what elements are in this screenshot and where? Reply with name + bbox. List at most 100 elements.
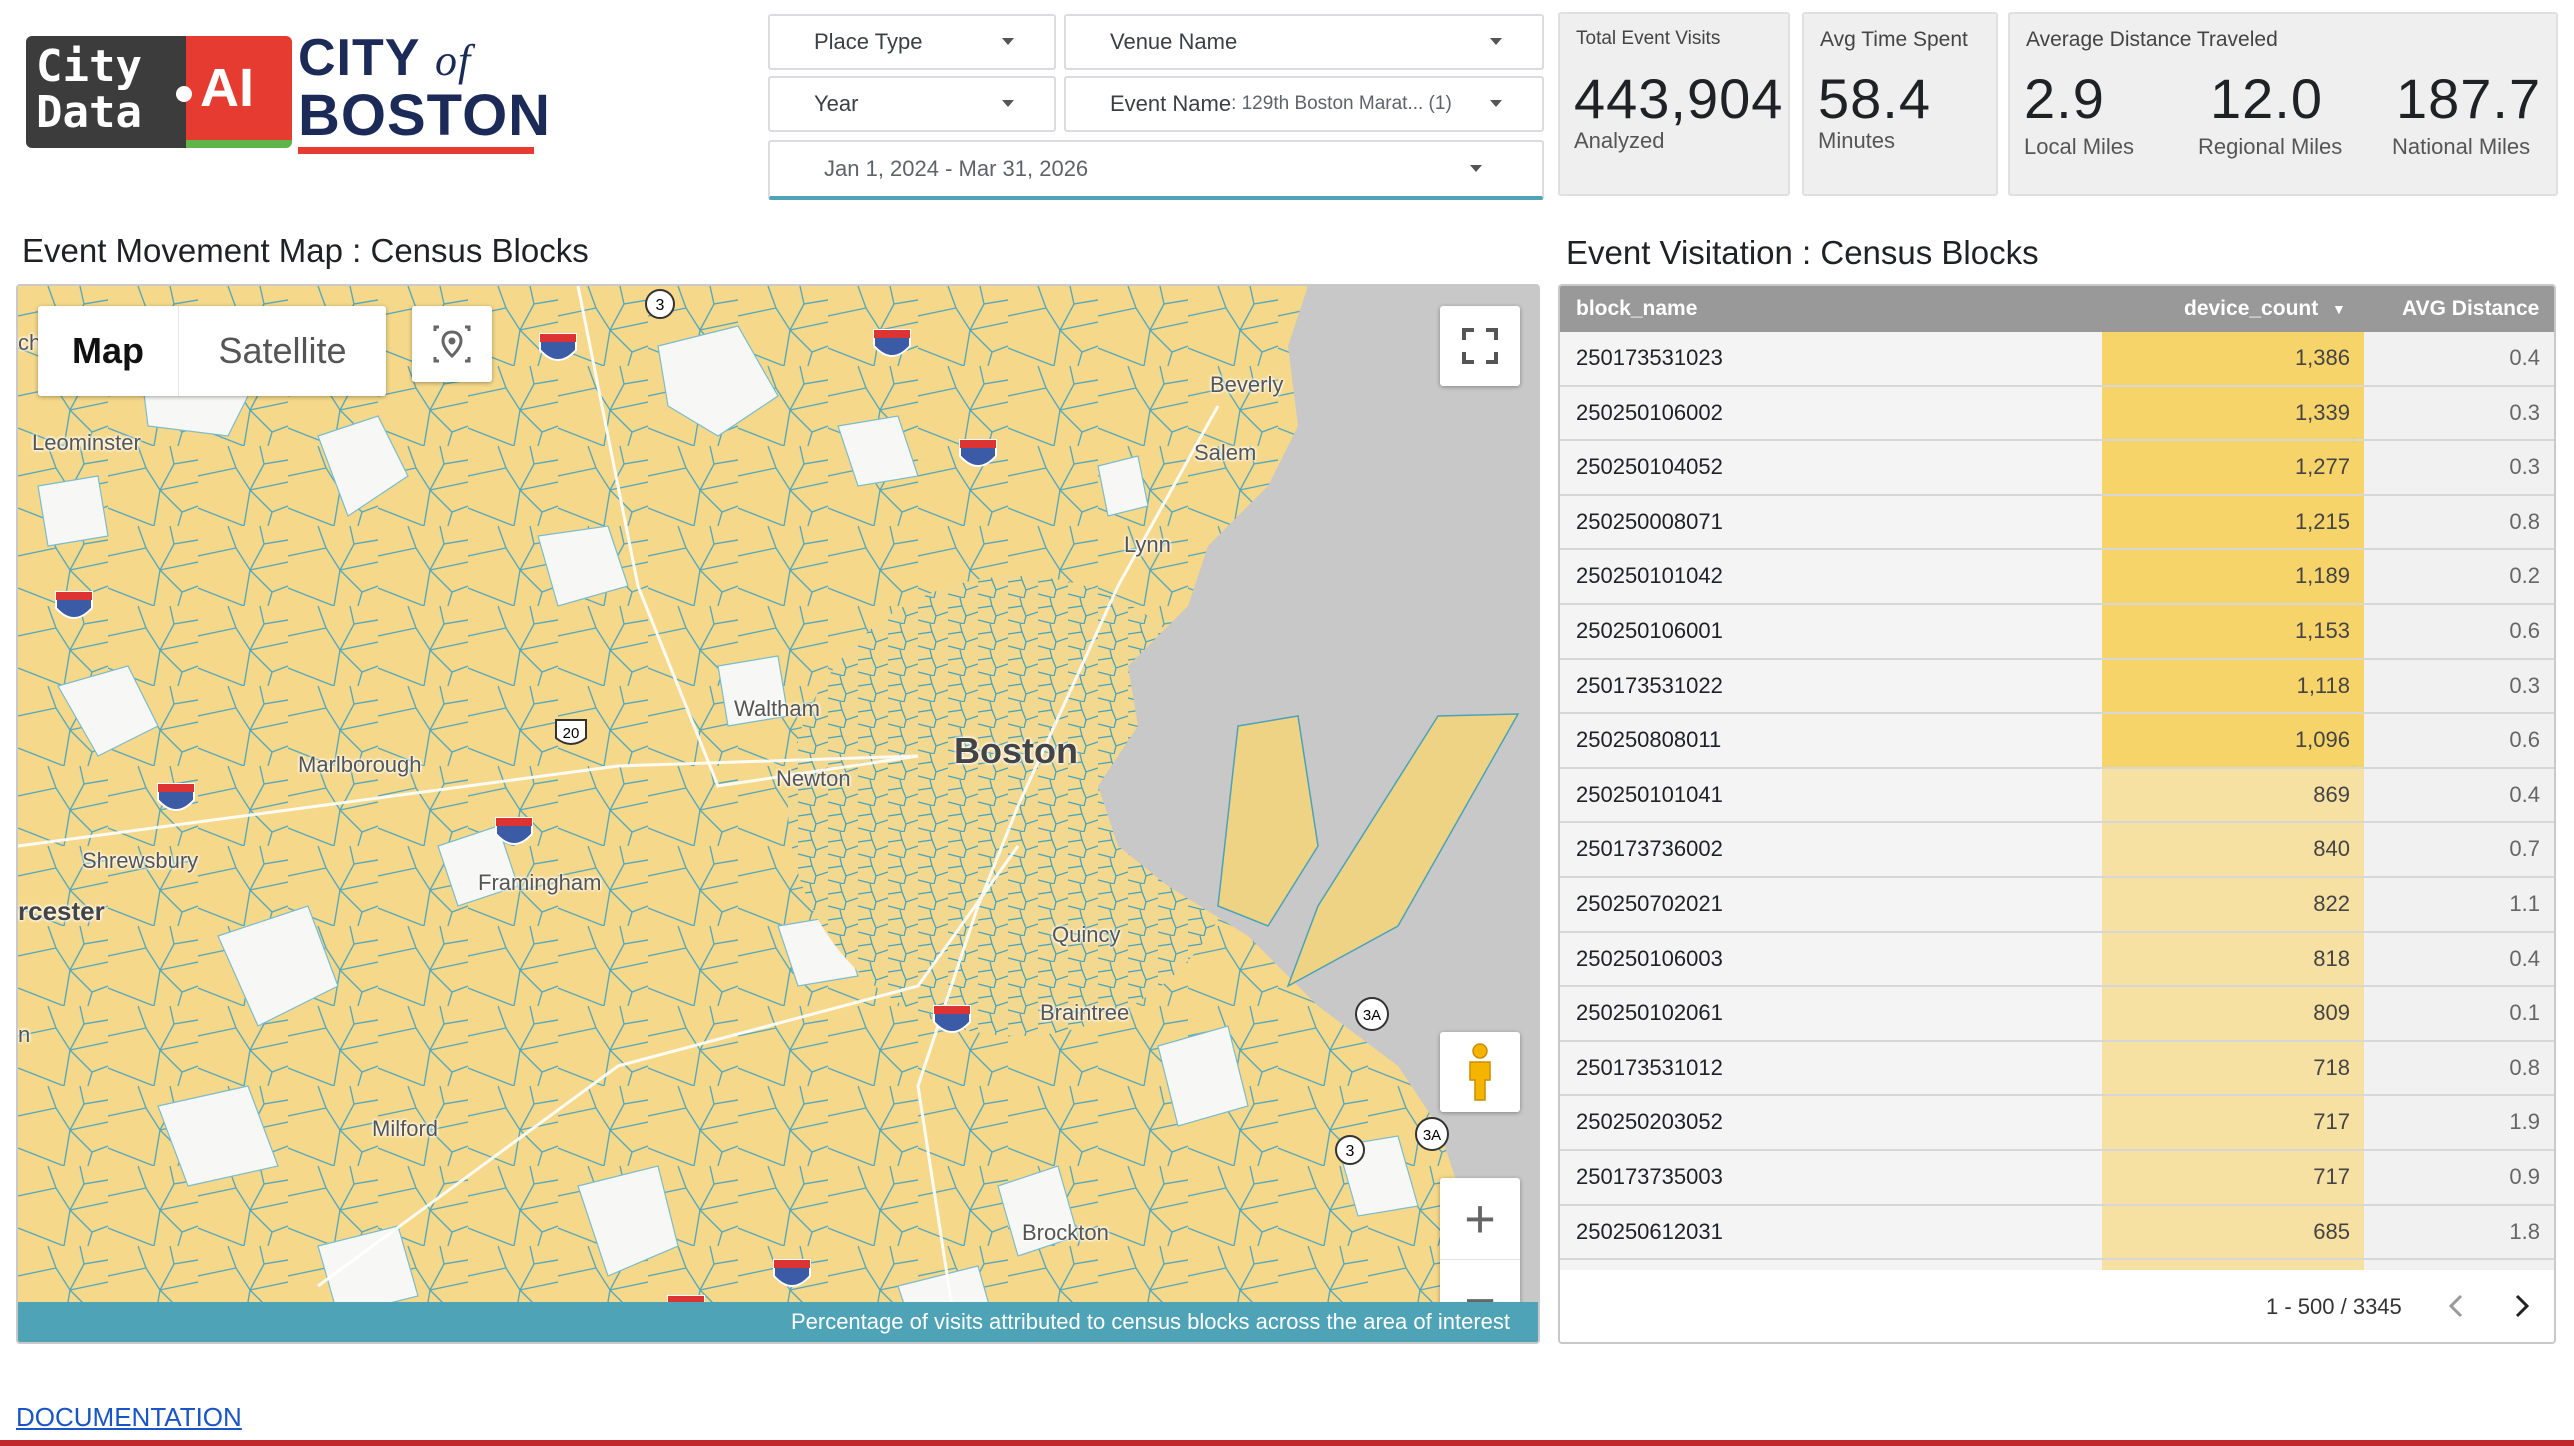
device-count-bar bbox=[2102, 441, 2364, 494]
interstate-shield-icon bbox=[55, 591, 93, 619]
local-miles-unit: Local Miles bbox=[2024, 134, 2135, 159]
cell-device-count: 1,118 bbox=[2296, 672, 2350, 698]
route-3a-shield: 3A bbox=[1415, 1117, 1449, 1151]
cell-device-count: 822 bbox=[2313, 890, 2350, 916]
device-count-bar bbox=[2102, 987, 2364, 1040]
zoom-in-button[interactable]: + bbox=[1440, 1178, 1520, 1260]
svg-text:3: 3 bbox=[656, 297, 665, 314]
cell-block-name: 250250203052 bbox=[1576, 1109, 1723, 1135]
map-label-leominster: Leominster bbox=[32, 430, 141, 455]
device-count-bar bbox=[2102, 332, 2364, 385]
table-row[interactable]: 250250008071 1,215 0.8 bbox=[1560, 495, 2554, 551]
cell-block-name: 250250106003 bbox=[1576, 945, 1723, 971]
table-row[interactable]: 250173531023 1,386 0.4 bbox=[1560, 332, 2554, 387]
interstate-shield-icon bbox=[959, 439, 997, 467]
device-count-bar bbox=[2102, 877, 2364, 931]
table-row[interactable]: 250173531012 718 0.8 bbox=[1560, 1041, 2554, 1097]
table-row[interactable]: 250250106003 818 0.4 bbox=[1560, 932, 2554, 988]
table-row[interactable]: 250250104052 1,277 0.3 bbox=[1560, 441, 2554, 496]
device-count-bar bbox=[2102, 495, 2364, 549]
map-type-map-button[interactable]: Map bbox=[72, 330, 144, 371]
cell-avg-distance: 1.1 bbox=[2364, 877, 2554, 931]
device-count-bar bbox=[2102, 1205, 2364, 1259]
table-row[interactable]: 250250808011 1,096 0.6 bbox=[1560, 714, 2554, 769]
table-row[interactable]: 250250106002 1,339 0.3 bbox=[1560, 386, 2554, 442]
card-unit: Minutes bbox=[1818, 128, 1896, 153]
card-unit: Analyzed bbox=[1574, 128, 1665, 153]
table-row[interactable]: 250173736002 840 0.7 bbox=[1560, 823, 2554, 878]
table-body: 250173531023 1,386 0.4 250250106002 1,339 0.3… bbox=[1560, 332, 2554, 1270]
fullscreen-button[interactable] bbox=[1440, 306, 1520, 386]
map-label-quincy: Quincy bbox=[1052, 922, 1121, 947]
table-row[interactable]: 250250102061 809 0.1 bbox=[1560, 987, 2554, 1042]
chevron-down-icon bbox=[1470, 165, 1482, 172]
map-label-shrewsbury: Shrewsbury bbox=[82, 848, 199, 873]
table-row[interactable]: 250250101042 1,189 0.2 bbox=[1560, 550, 2554, 605]
cell-avg-distance: 0.4 bbox=[2364, 332, 2554, 385]
locate-button[interactable] bbox=[412, 306, 492, 382]
cell-device-count: 818 bbox=[2313, 945, 2350, 971]
chevron-down-icon bbox=[1490, 38, 1502, 45]
cell-avg-distance: 0.6 bbox=[2364, 714, 2554, 767]
table-row[interactable]: 250250702021 822 1.1 bbox=[1560, 877, 2554, 933]
date-range-value: Jan 1, 2024 - Mar 31, 2026 bbox=[824, 156, 1089, 181]
cell-device-count: 1,339 bbox=[2294, 399, 2350, 425]
avg-time-spent-card: Avg Time Spent 58.4 Minutes bbox=[1802, 12, 1998, 196]
cell-avg-distance: 0.4 bbox=[2364, 768, 2554, 822]
city-of-boston-logo: CITY of BOSTON bbox=[298, 30, 550, 154]
cell-block-name: 250173735003 bbox=[1576, 1163, 1723, 1189]
svg-text:20: 20 bbox=[563, 725, 580, 742]
event-movement-map[interactable]: ch Leominster Beverly Salem Lynn Waltham… bbox=[16, 284, 1540, 1344]
event-name-dropdown[interactable]: Event Name: 129th Boston Marat... (1) bbox=[1064, 76, 1544, 132]
regional-miles-unit: Regional Miles bbox=[2198, 134, 2343, 159]
cell-block-name: 250214001005 bbox=[1576, 1260, 1723, 1270]
place-type-label: Place Type bbox=[814, 29, 923, 54]
column-header-device-count[interactable]: device_count bbox=[2184, 297, 2319, 320]
map-type-satellite-button[interactable]: Satellite bbox=[178, 306, 386, 396]
local-miles-value: 2.9 bbox=[2024, 67, 2105, 130]
map-label-braintree: Braintree bbox=[1040, 1000, 1130, 1025]
column-header-avg-distance[interactable]: AVG Distance bbox=[2402, 297, 2540, 320]
documentation-link[interactable]: DOCUMENTATION bbox=[16, 1402, 242, 1432]
street-view-pegman[interactable] bbox=[1440, 1032, 1520, 1112]
map-label-fitchburg: ch bbox=[18, 330, 42, 355]
map-label-lynn: Lynn bbox=[1124, 532, 1171, 557]
chevron-down-icon bbox=[1002, 100, 1014, 107]
interstate-shield-icon bbox=[539, 333, 577, 361]
venue-name-label: Venue Name bbox=[1110, 29, 1238, 54]
national-miles-value: 187.7 bbox=[2396, 67, 2542, 130]
event-visitation-table: block_name device_count ▼ AVG Distance 2… bbox=[1558, 284, 2556, 1344]
device-count-bar bbox=[2102, 386, 2364, 440]
map-label-boston: Boston bbox=[954, 730, 1078, 771]
device-count-bar bbox=[2102, 1041, 2364, 1095]
place-type-dropdown[interactable]: Place Type bbox=[768, 14, 1056, 70]
table-row[interactable]: 250250203052 717 1.9 bbox=[1560, 1096, 2554, 1151]
citydata-logo: City Data AI bbox=[26, 36, 292, 148]
table-row[interactable]: 250250101041 869 0.4 bbox=[1560, 768, 2554, 824]
venue-name-dropdown[interactable]: Venue Name bbox=[1064, 14, 1544, 70]
cell-block-name: 250250008071 bbox=[1576, 508, 1723, 534]
table-row[interactable]: 250250612031 685 1.8 bbox=[1560, 1205, 2554, 1261]
date-range-picker[interactable]: Jan 1, 2024 - Mar 31, 2026 bbox=[768, 140, 1544, 200]
total-event-visits-card: Total Event Visits 443,904 Analyzed bbox=[1558, 12, 1790, 196]
table-pager: 1 - 500 / 3345 bbox=[1560, 1270, 2554, 1342]
table-row[interactable]: 250173531022 1,118 0.3 bbox=[1560, 659, 2554, 715]
card-title: Avg Time Spent bbox=[1820, 28, 1968, 51]
logo-city-text: City bbox=[36, 41, 142, 92]
table-row[interactable]: 250173735003 717 0.9 bbox=[1560, 1150, 2554, 1206]
table-row[interactable]: 250214001005 6740.5 bbox=[1560, 1260, 2554, 1270]
chevron-right-icon[interactable] bbox=[2510, 1292, 2534, 1320]
chevron-left-icon[interactable] bbox=[2444, 1292, 2468, 1320]
svg-text:3A: 3A bbox=[1423, 1127, 1441, 1144]
table-row[interactable]: 250250106001 1,153 0.6 bbox=[1560, 604, 2554, 660]
cell-device-count: 1,189 bbox=[2294, 563, 2350, 589]
column-header-block-name[interactable]: block_name bbox=[1576, 297, 1698, 320]
map-label-beverly: Beverly bbox=[1210, 372, 1284, 397]
year-dropdown[interactable]: Year bbox=[768, 76, 1056, 132]
brand-underline bbox=[298, 147, 534, 154]
device-count-bar bbox=[2102, 932, 2364, 986]
cell-block-name: 250250102061 bbox=[1576, 1000, 1723, 1026]
cell-device-count: 1,386 bbox=[2294, 345, 2350, 370]
us-20-shield: 20 bbox=[555, 719, 587, 745]
regional-miles-value: 12.0 bbox=[2210, 67, 2323, 130]
